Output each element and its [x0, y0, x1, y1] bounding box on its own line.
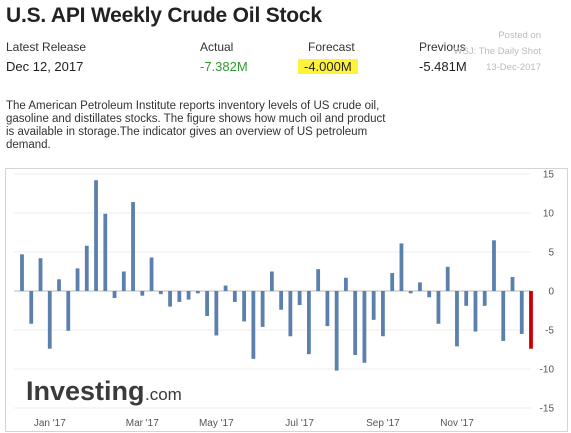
- posted-line-3: 13-Dec-2017: [486, 62, 541, 73]
- bar[interactable]: [177, 291, 182, 302]
- logo-main: Investing: [26, 376, 145, 406]
- bar[interactable]: [334, 291, 339, 371]
- posted-line-2: WSJ: The Daily Shot: [453, 46, 541, 57]
- bar[interactable]: [510, 276, 515, 291]
- logo-suffix: .com: [145, 385, 182, 404]
- y-tick-label: -15: [540, 404, 555, 415]
- bar[interactable]: [103, 213, 108, 291]
- bar[interactable]: [214, 291, 219, 336]
- actual: Actual -7.382M: [200, 40, 248, 74]
- bar[interactable]: [75, 268, 80, 291]
- bars: [20, 180, 533, 371]
- bar[interactable]: [482, 291, 487, 306]
- bar[interactable]: [140, 291, 145, 296]
- chart-container: 15 10 5 0 -5 -10 -15 Jan '17 Mar '17 May '17 Jul …: [5, 168, 568, 432]
- grid: [14, 173, 531, 409]
- x-tick-label: Jan '17: [34, 418, 66, 429]
- forecast-value: -4.000M: [298, 59, 358, 74]
- bar-chart: 15 10 5 0 -5 -10 -15 Jan '17 Mar '17 May '17 Jul …: [14, 170, 555, 429]
- bar[interactable]: [205, 291, 209, 316]
- bar[interactable]: [66, 291, 71, 331]
- bar[interactable]: [149, 257, 154, 291]
- bar[interactable]: [269, 271, 274, 292]
- bar[interactable]: [418, 282, 422, 291]
- bar[interactable]: [195, 291, 200, 294]
- forecast: Forecast -4.000M: [298, 40, 358, 74]
- bar[interactable]: [464, 291, 469, 306]
- bar[interactable]: [131, 202, 135, 291]
- bar[interactable]: [279, 291, 284, 310]
- bar[interactable]: [519, 291, 524, 334]
- previous: Previous -5.481M: [419, 40, 467, 74]
- y-tick-label: -10: [540, 365, 555, 376]
- bar[interactable]: [492, 240, 496, 291]
- y-tick-label: 5: [548, 248, 554, 259]
- bar[interactable]: [20, 254, 24, 291]
- bar[interactable]: [353, 291, 358, 355]
- posted-line-1: Posted on: [498, 30, 541, 41]
- bar[interactable]: [158, 291, 163, 295]
- y-tick-label: 10: [543, 209, 555, 220]
- bar[interactable]: [325, 291, 330, 327]
- bar[interactable]: [501, 291, 506, 341]
- bar[interactable]: [427, 291, 432, 298]
- bar[interactable]: [316, 269, 321, 291]
- latest-release-value: Dec 12, 2017: [6, 59, 84, 74]
- actual-label: Actual: [200, 40, 234, 54]
- bar[interactable]: [251, 291, 256, 359]
- bar[interactable]: [121, 271, 126, 292]
- bar[interactable]: [371, 291, 376, 320]
- bar[interactable]: [168, 291, 172, 307]
- stats-row: Latest Release Dec 12, 2017 Actual -7.38…: [6, 40, 561, 80]
- bar[interactable]: [223, 285, 228, 291]
- bar[interactable]: [242, 291, 247, 322]
- bar[interactable]: [445, 266, 450, 291]
- y-tick-label: -5: [545, 326, 554, 337]
- bar[interactable]: [232, 291, 237, 302]
- latest-release: Latest Release Dec 12, 2017: [6, 40, 86, 74]
- bar[interactable]: [399, 243, 404, 291]
- bar[interactable]: [84, 245, 89, 291]
- bar[interactable]: [362, 291, 367, 363]
- y-tick-label: 0: [548, 287, 554, 298]
- bar[interactable]: [288, 291, 293, 337]
- previous-value: -5.481M: [419, 59, 467, 74]
- bar[interactable]: [344, 277, 348, 291]
- x-axis-ticks: Jan '17 Mar '17 May '17 Jul '17 Sep '17 Nov '…: [34, 418, 474, 429]
- posted-watermark: Posted on WSJ: The Daily Shot 13-Dec-201…: [454, 28, 541, 76]
- bar[interactable]: [297, 291, 302, 306]
- bar[interactable]: [473, 291, 478, 332]
- x-tick-label: Nov '17: [440, 418, 474, 429]
- actual-value: -7.382M: [200, 59, 248, 74]
- bar[interactable]: [94, 180, 98, 291]
- previous-label: Previous: [419, 40, 466, 54]
- latest-bar[interactable]: [529, 291, 533, 349]
- bar[interactable]: [408, 291, 413, 294]
- bar[interactable]: [260, 291, 265, 327]
- bar[interactable]: [455, 291, 459, 347]
- bar[interactable]: [29, 291, 34, 324]
- bar[interactable]: [38, 258, 43, 291]
- bar[interactable]: [112, 291, 117, 299]
- latest-release-label: Latest Release: [6, 40, 87, 54]
- bar[interactable]: [47, 291, 52, 349]
- bar[interactable]: [390, 273, 395, 291]
- x-tick-label: Sep '17: [366, 418, 400, 429]
- forecast-label: Forecast: [308, 40, 355, 54]
- page-title: U.S. API Weekly Crude Oil Stock: [6, 4, 322, 27]
- x-tick-label: Jul '17: [285, 418, 314, 429]
- bar[interactable]: [436, 291, 441, 324]
- bar[interactable]: [57, 279, 61, 291]
- y-tick-label: 15: [543, 170, 555, 181]
- investing-logo: Investing .com: [26, 376, 182, 406]
- y-axis-ticks: 15 10 5 0 -5 -10 -15: [540, 170, 555, 415]
- x-tick-label: May '17: [199, 418, 234, 429]
- x-tick-label: Mar '17: [126, 418, 159, 429]
- bar[interactable]: [306, 291, 311, 355]
- bar[interactable]: [186, 291, 191, 300]
- description: The American Petroleum Institute reports…: [6, 100, 386, 151]
- bar[interactable]: [381, 291, 385, 337]
